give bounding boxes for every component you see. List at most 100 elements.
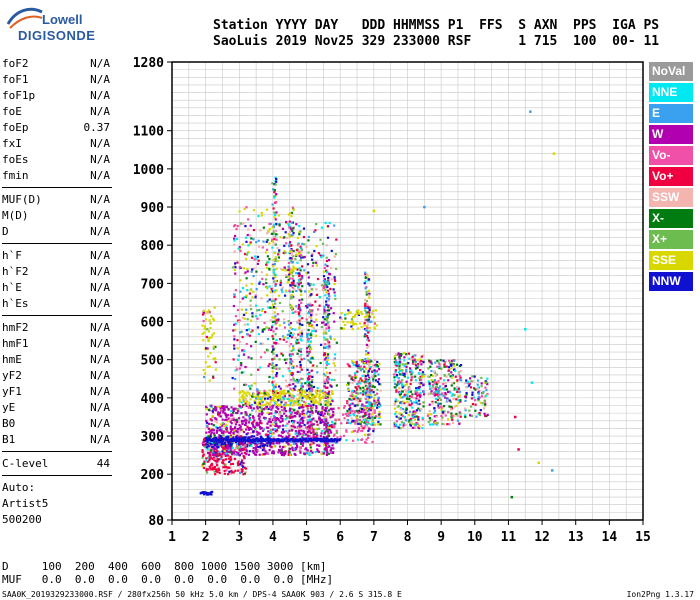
echo-point [354,373,357,377]
echo-point [434,397,438,400]
echo-point [265,437,268,441]
echo-point [267,230,270,233]
echo-point [208,446,211,450]
echo-point [342,327,346,330]
echo-point [456,385,459,389]
echo-point [428,403,431,406]
echo-point [364,333,367,336]
echo-point [359,422,362,425]
echo-point [297,333,300,336]
echo-point [393,376,396,379]
echo-point [226,420,229,423]
echo-point [278,385,281,388]
echo-point [410,369,413,372]
echo-point [271,345,274,348]
echo-point [303,400,306,404]
echo-point [277,253,280,256]
echo-point [447,369,451,372]
echo-point [377,373,380,376]
echo-point [240,361,243,365]
echo-point [421,376,424,379]
echo-point [343,313,347,316]
echo-point [282,438,285,441]
echo-point [464,399,467,402]
echo-point [308,426,311,429]
echo-point [444,384,447,388]
echo-point [301,385,304,388]
echo-point [242,222,245,225]
echo-point [327,426,330,429]
echo-point [210,404,213,407]
echo-point [292,439,295,442]
echo-point [278,398,282,401]
echo-point [314,401,317,404]
echo-point [328,371,331,375]
echo-point [354,395,357,398]
param-name: foEs [2,153,29,166]
echo-point [325,399,328,403]
echo-point [280,288,283,291]
echo-point [484,386,487,389]
echo-point [290,244,293,247]
echo-point [305,389,309,392]
echo-point [207,330,211,333]
echo-point [484,394,487,398]
echo-point [250,345,253,348]
echo-point [288,363,292,366]
echo-point [363,406,366,410]
echo-point [421,423,424,427]
echo-point [301,439,304,442]
echo-point [444,381,447,385]
echo-point [288,250,292,253]
echo-point [267,394,270,397]
echo-point [329,403,332,406]
param-name: foF2 [2,57,29,70]
echo-point [335,384,338,387]
echo-point [410,379,413,382]
echo-point [372,422,375,425]
echo-point [285,242,288,245]
echo-point [279,387,282,390]
echo-point [280,414,283,417]
echo-point [267,440,271,443]
lowell-digisonde-logo: Lowell DIGISONDE [4,4,124,44]
echo-point [284,450,287,454]
echo-point [421,373,424,376]
echo-point [287,404,291,407]
echo-point [320,420,324,424]
echo-point [292,227,295,230]
echo-point [333,276,336,279]
echo-point [435,423,439,426]
echo-point [290,395,293,398]
echo-point [396,425,399,428]
echo-point [273,386,276,389]
echo-point [290,401,293,404]
echo-point [419,383,422,386]
echo-point [274,307,277,310]
echo-point [247,428,251,431]
echo-point [221,418,224,421]
echo-point [316,308,320,311]
echo-point [299,335,302,338]
echo-point [234,439,238,443]
echo-point [368,382,371,385]
echo-point [216,460,219,463]
echo-point [354,404,357,407]
echo-point [312,423,315,426]
echo-point [230,440,234,443]
echo-point [359,365,363,368]
echo-point [426,414,429,417]
echo-point [444,396,447,399]
echo-point [372,379,375,382]
echo-point [268,298,271,301]
echo-point [335,238,338,241]
echo-point [447,418,450,421]
echo-point [456,379,459,382]
echo-point [296,421,299,424]
echo-point [299,309,302,312]
echo-point [315,318,318,321]
echo-point [225,406,229,409]
echo-point [354,386,357,389]
echo-point [327,326,331,329]
echo-point [394,400,397,403]
